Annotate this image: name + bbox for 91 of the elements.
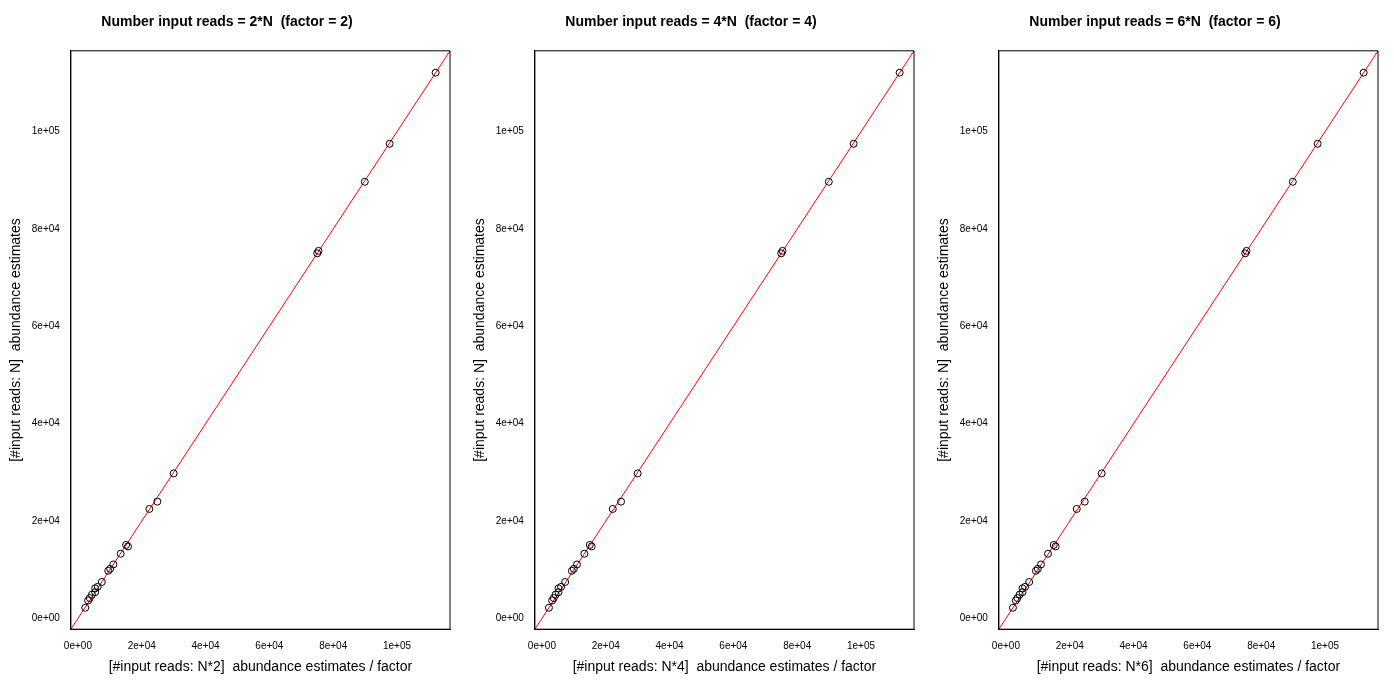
point <box>385 139 394 148</box>
x-tick-label: 8e+04 <box>1247 639 1276 651</box>
point <box>153 497 162 506</box>
y-tick-label: 4e+04 <box>495 417 525 429</box>
chart-title: Number input reads = 4*N (factor = 4) <box>565 13 817 30</box>
point <box>314 246 323 255</box>
x-tick-label: 8e+04 <box>783 639 812 651</box>
x-tick-label: 6e+04 <box>719 639 748 651</box>
y-tick-label: 0e+00 <box>959 612 989 624</box>
point <box>145 504 154 513</box>
point <box>1008 603 1017 612</box>
y-tick-label: 8e+04 <box>495 222 525 234</box>
point <box>87 590 96 599</box>
x-tick-label: 0e+00 <box>527 639 557 651</box>
point <box>617 497 626 506</box>
x-tick-label: 2e+04 <box>1055 639 1085 651</box>
point <box>360 177 369 186</box>
point <box>1025 577 1034 586</box>
point <box>81 603 90 612</box>
point <box>169 469 178 478</box>
y-tick-label: 2e+04 <box>959 514 989 526</box>
chart-title: Number input reads = 2*N (factor = 2) <box>101 13 353 30</box>
x-tick-label: 8e+04 <box>319 639 348 651</box>
point <box>1080 497 1089 506</box>
x-axis-title: [#input reads: N*2] abundance estimates / factor <box>108 658 413 675</box>
y-tick-label: 6e+04 <box>495 320 525 332</box>
point <box>849 139 858 148</box>
point <box>895 68 904 77</box>
y-axis-title: [#input reads: N] abundance estimates <box>471 218 488 462</box>
point <box>313 249 322 258</box>
point <box>1313 139 1322 148</box>
point <box>1288 177 1297 186</box>
point <box>554 584 563 593</box>
point <box>608 504 617 513</box>
x-tick-label: 0e+00 <box>63 639 93 651</box>
x-axis-title: [#input reads: N*4] abundance estimates / factor <box>572 658 877 675</box>
point <box>97 577 106 586</box>
y-axis-title: [#input reads: N] abundance estimates <box>7 218 24 462</box>
point <box>1242 246 1251 255</box>
x-tick-label: 1e+05 <box>1310 639 1340 651</box>
point <box>1072 504 1081 513</box>
x-tick-label: 4e+04 <box>655 639 685 651</box>
point <box>778 246 787 255</box>
point <box>1018 584 1027 593</box>
x-tick-label: 4e+04 <box>191 639 221 651</box>
x-tick-label: 4e+04 <box>1119 639 1149 651</box>
y-tick-label: 8e+04 <box>959 222 989 234</box>
point <box>1097 469 1106 478</box>
point <box>1021 582 1030 591</box>
y-tick-label: 2e+04 <box>495 514 525 526</box>
chart-title: Number input reads = 6*N (factor = 6) <box>1029 13 1281 30</box>
y-tick-label: 1e+05 <box>495 125 525 137</box>
point <box>824 177 833 186</box>
y-tick-label: 8e+04 <box>31 222 61 234</box>
x-tick-label: 1e+05 <box>382 639 412 651</box>
y-tick-label: 0e+00 <box>31 612 61 624</box>
x-axis-title: [#input reads: N*6] abundance estimates / factor <box>1036 658 1341 675</box>
y-tick-label: 4e+04 <box>31 417 61 429</box>
point <box>554 588 563 597</box>
y-tick-label: 1e+05 <box>959 125 989 137</box>
point <box>109 560 118 569</box>
point <box>91 588 100 597</box>
point <box>431 68 440 77</box>
point <box>1044 549 1053 558</box>
point <box>1037 560 1046 569</box>
y-tick-label: 0e+00 <box>495 612 525 624</box>
point <box>580 549 589 558</box>
point <box>777 249 786 258</box>
point <box>1015 590 1024 599</box>
y-axis-title: [#input reads: N] abundance estimates <box>935 218 952 462</box>
x-tick-label: 2e+04 <box>127 639 157 651</box>
y-tick-label: 2e+04 <box>31 514 61 526</box>
x-tick-label: 0e+00 <box>991 639 1021 651</box>
x-tick-label: 6e+04 <box>1183 639 1212 651</box>
point <box>1359 68 1368 77</box>
point <box>551 590 560 599</box>
y-tick-label: 1e+05 <box>31 125 61 137</box>
point <box>1241 249 1250 258</box>
x-tick-label: 2e+04 <box>591 639 621 651</box>
y-tick-label: 6e+04 <box>31 320 61 332</box>
point <box>1018 588 1027 597</box>
x-tick-label: 6e+04 <box>255 639 284 651</box>
y-tick-label: 4e+04 <box>959 417 989 429</box>
x-tick-label: 1e+05 <box>846 639 876 651</box>
y-tick-label: 6e+04 <box>959 320 989 332</box>
point <box>573 560 582 569</box>
point <box>633 469 642 478</box>
point <box>544 603 553 612</box>
point <box>557 582 566 591</box>
point <box>561 577 570 586</box>
point <box>116 549 125 558</box>
